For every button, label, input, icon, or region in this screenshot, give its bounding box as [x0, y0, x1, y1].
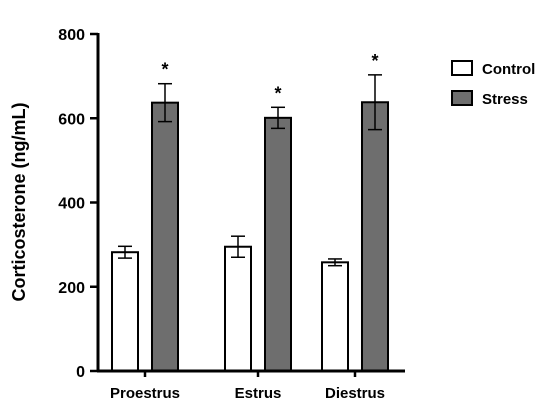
- legend-swatch: [451, 90, 473, 106]
- plot-area: * * *: [111, 51, 389, 373]
- legend: Control Stress: [451, 60, 535, 108]
- y-tick-label: 400: [58, 196, 85, 213]
- bar: [151, 101, 179, 372]
- bar: [111, 251, 139, 373]
- significance-marker: *: [274, 83, 281, 103]
- bar: [264, 116, 292, 372]
- x-tick-label: Diestrus: [325, 385, 385, 402]
- bar: [321, 261, 349, 373]
- x-tick-label: Proestrus: [110, 385, 180, 402]
- y-tick-label: 600: [58, 111, 85, 128]
- legend-label: Control: [482, 61, 535, 78]
- y-axis-label: Corticosterone (ng/mL): [9, 102, 29, 301]
- y-tick-label: 200: [58, 280, 85, 297]
- bar: [361, 101, 389, 373]
- legend-label: Stress: [482, 91, 528, 108]
- axes: 0 200 400 600 800 Proestrus Estrus Diestrus: [58, 27, 405, 402]
- significance-marker: *: [161, 60, 168, 80]
- bar: [224, 245, 252, 372]
- y-tick-label: 800: [58, 27, 85, 44]
- y-tick-label: 0: [76, 364, 85, 381]
- significance-marker: *: [371, 51, 378, 71]
- x-tick-label: Estrus: [235, 385, 282, 402]
- legend-swatch: [451, 60, 473, 76]
